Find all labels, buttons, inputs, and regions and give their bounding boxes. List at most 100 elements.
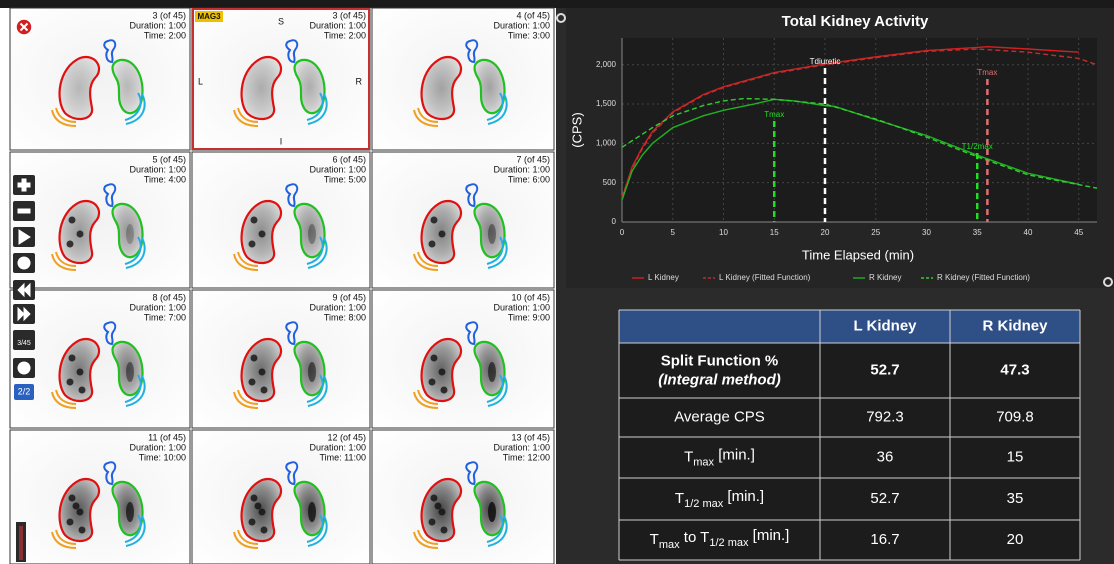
calyx-spot xyxy=(430,494,438,502)
x-tick-label: 45 xyxy=(1074,228,1083,237)
y-tick-label: 1,500 xyxy=(596,99,617,108)
frame-background xyxy=(371,429,555,564)
frame-background xyxy=(371,151,555,289)
roi-left-kidney xyxy=(420,55,463,121)
close-icon xyxy=(19,22,29,32)
roi-left-kidney xyxy=(58,337,101,403)
calyx-spot xyxy=(430,216,438,224)
row-label: Tmax to T1/2 max [min.] xyxy=(650,527,790,551)
annotation-label: Tmax xyxy=(764,110,784,119)
roi-bladder xyxy=(285,183,299,208)
zoom-in-button-icon xyxy=(17,178,31,192)
frame-counter: 3/45 xyxy=(17,340,31,347)
frame-background xyxy=(9,429,191,564)
frame-number: 5 (of 45) xyxy=(152,154,186,164)
frame-background xyxy=(9,151,191,289)
calyx-spot xyxy=(248,378,256,386)
subscript: 1/2 max xyxy=(709,537,749,549)
orientation-right: R xyxy=(356,76,363,86)
roi-background-left xyxy=(51,389,77,409)
column-header: L Kidney xyxy=(853,317,917,334)
legend-label[interactable]: L Kidney xyxy=(648,273,679,282)
frame-time: Time: 11:00 xyxy=(319,452,366,462)
frame-counter-button[interactable] xyxy=(13,330,35,350)
cell-value: 20 xyxy=(1007,531,1024,548)
frame-number: 11 (of 45) xyxy=(148,432,186,442)
calyx-spot xyxy=(308,224,316,244)
calyx-spot xyxy=(428,518,436,526)
roi-bladder xyxy=(285,321,299,346)
legend-label[interactable]: L Kidney (Fitted Function) xyxy=(719,273,811,282)
roi-background-left xyxy=(233,107,259,127)
frame-duration: Duration: 1:00 xyxy=(129,302,186,312)
calyx-spot xyxy=(250,494,258,502)
frame-number: 3 (of 45) xyxy=(152,10,186,20)
results-table: L Kidney R Kidney Split Function % (Integra… xyxy=(618,309,1081,561)
label-text: T xyxy=(650,531,659,548)
x-tick-label: 10 xyxy=(719,228,728,237)
calyx-spot xyxy=(66,378,74,386)
frame-duration: Duration: 1:00 xyxy=(129,20,186,30)
roi-left-kidney xyxy=(240,55,283,121)
frame-duration: Duration: 1:00 xyxy=(309,164,366,174)
cell-value: 47.3 xyxy=(1000,361,1029,378)
roi-right-kidney xyxy=(473,480,506,537)
calyx-spot xyxy=(72,502,80,510)
legend-label[interactable]: R Kidney xyxy=(869,273,901,282)
frame-time: Time: 9:00 xyxy=(508,312,550,322)
roi-background-right xyxy=(124,236,146,269)
gear-icon[interactable] xyxy=(556,13,566,23)
roi-background-left xyxy=(233,529,259,549)
x-tick-label: 20 xyxy=(821,228,830,237)
calyx-spot xyxy=(430,354,438,362)
roi-background-left xyxy=(233,389,259,409)
y-tick-label: 1,000 xyxy=(596,138,617,147)
calyx-spot xyxy=(260,386,268,394)
roi-background-right xyxy=(306,92,328,125)
x-tick-label: 5 xyxy=(671,228,676,237)
page-counter-background[interactable] xyxy=(14,384,34,400)
frame-time: Time: 12:00 xyxy=(503,452,550,462)
page-counter: 2/2 xyxy=(18,386,31,396)
roi-background-left xyxy=(233,251,259,271)
calyx-spot xyxy=(76,230,84,238)
frame-time: Time: 2:00 xyxy=(144,30,186,40)
roi-background-right xyxy=(124,514,146,547)
top-bar xyxy=(0,0,1114,8)
roi-background-left xyxy=(51,107,77,127)
forward-button-icon xyxy=(17,306,31,322)
annotation-label: Tdiuretic xyxy=(810,57,841,66)
legend-label[interactable]: R Kidney (Fitted Function) xyxy=(937,273,1030,282)
roi-background-left xyxy=(51,251,77,271)
roi-left-kidney xyxy=(240,337,283,403)
roi-bladder xyxy=(103,183,117,208)
data-line xyxy=(621,45,1079,199)
roi-right-kidney xyxy=(111,340,144,397)
roi-left-kidney xyxy=(58,55,101,121)
frame-number: 12 (of 45) xyxy=(327,432,366,442)
cell-value: 792.3 xyxy=(866,408,904,425)
roi-background-left xyxy=(413,251,439,271)
gear-icon[interactable] xyxy=(1103,277,1113,287)
roi-left-kidney xyxy=(420,199,463,265)
frame-number: 10 (of 45) xyxy=(511,292,550,302)
frame-number: 9 (of 45) xyxy=(332,292,366,302)
calyx-spot xyxy=(250,216,258,224)
kidney-uptake xyxy=(241,57,282,120)
annotation-label: Tmax xyxy=(977,68,997,77)
label-text: [min.] xyxy=(714,446,755,463)
x-tick-label: 40 xyxy=(1024,228,1033,237)
frame-background xyxy=(371,289,555,429)
